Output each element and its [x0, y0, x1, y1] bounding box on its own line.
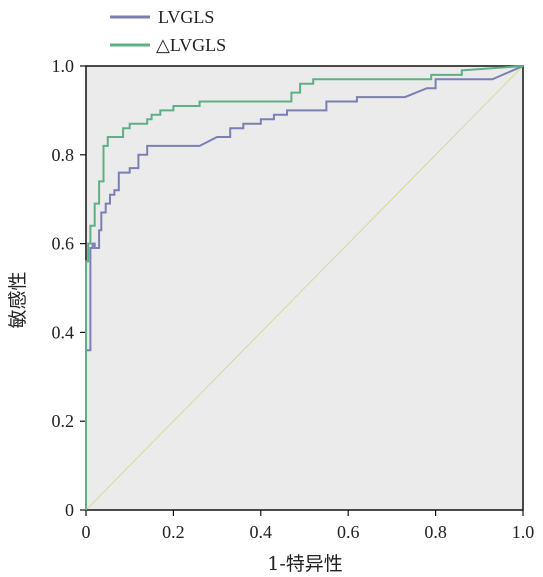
y-tick-label: 0.4 [52, 322, 75, 342]
x-tick-label: 1.0 [512, 522, 535, 542]
x-tick-label: 0 [82, 522, 91, 542]
x-axis-title: 1-特异性 [267, 553, 343, 575]
x-tick-label: 0.2 [162, 522, 185, 542]
series-line-delta-lvgls [85, 65, 524, 510]
y-tick-label: 0.8 [52, 145, 75, 165]
x-axis-ticks: 0 0.2 0.4 0.6 0.8 1.0 [82, 522, 535, 542]
legend-label-lvgls: LVGLS [158, 7, 214, 27]
y-tick-label: 0.2 [52, 411, 75, 431]
y-axis-ticks: 0 0.2 0.4 0.6 0.8 1.0 [52, 56, 75, 520]
y-tick-label: 0 [65, 500, 74, 520]
x-tick-label: 0.8 [424, 522, 447, 542]
legend: LVGLS △LVGLS [110, 7, 226, 55]
legend-label-delta-lvgls: △LVGLS [156, 35, 226, 55]
tick-marks [80, 65, 524, 516]
x-tick-label: 0.4 [250, 522, 273, 542]
x-tick-label: 0.6 [337, 522, 360, 542]
reference-diagonal-line [85, 65, 524, 511]
y-axis-title: 敏感性 [7, 271, 29, 328]
y-tick-label: 1.0 [52, 56, 75, 76]
y-tick-label: 0.6 [52, 234, 75, 254]
series-line-lvgls [85, 65, 524, 510]
